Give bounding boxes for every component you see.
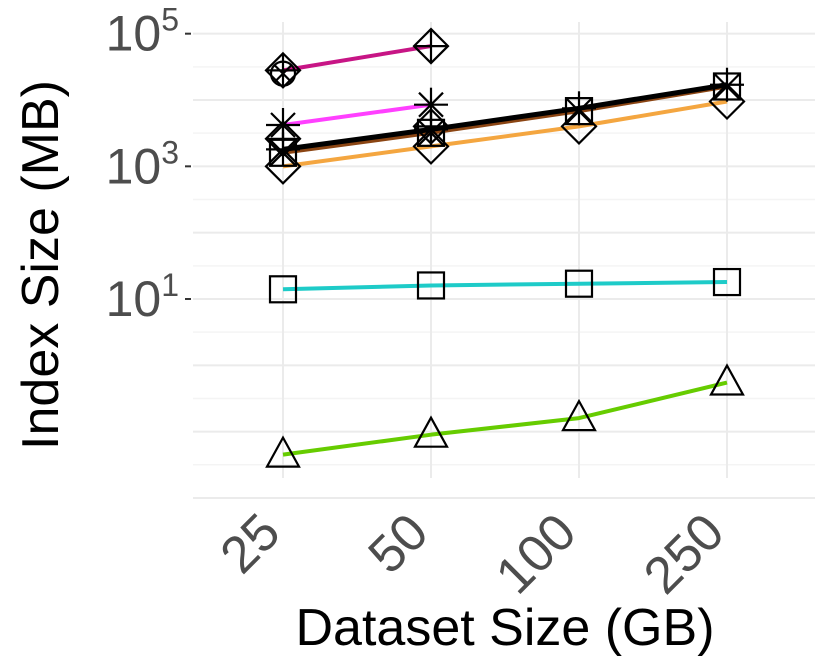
series-line bbox=[282, 280, 728, 292]
marker-asterisk bbox=[414, 87, 448, 122]
x-tick-label: 100 bbox=[485, 503, 587, 605]
marker-triangle bbox=[709, 363, 745, 396]
marker-cross-stroke bbox=[418, 91, 444, 118]
x-axis-title: Dataset Size (GB) bbox=[295, 599, 714, 657]
marker-triangle bbox=[561, 398, 597, 432]
marker-diamond-plus bbox=[412, 27, 450, 65]
marker-diamond-shape bbox=[412, 127, 450, 165]
series-line bbox=[282, 82, 728, 152]
marker-diamond-plus bbox=[264, 120, 302, 158]
marker-circle-cross bbox=[269, 60, 297, 87]
marker-diamond-plus bbox=[412, 107, 450, 145]
marker-square bbox=[268, 275, 298, 304]
series-0 bbox=[282, 44, 432, 73]
series-5 bbox=[282, 280, 728, 292]
x-tick-label: 25 bbox=[210, 503, 292, 585]
marker-diamond-shape bbox=[560, 107, 598, 145]
marker-square bbox=[564, 269, 594, 298]
series-1 bbox=[282, 102, 432, 127]
marker-triangle bbox=[265, 435, 301, 468]
y-tick-label: 105 bbox=[106, 2, 179, 62]
marker-diamond-shape bbox=[264, 147, 302, 185]
marker-plus bbox=[710, 67, 744, 102]
x-tick-label: 250 bbox=[633, 503, 735, 605]
series-line bbox=[282, 44, 432, 73]
marker-triangle-shape bbox=[265, 435, 301, 468]
marker-square-shape bbox=[712, 267, 742, 297]
marker-square-shape bbox=[416, 271, 446, 300]
marker-cross-stroke bbox=[274, 64, 292, 83]
marker-diamond bbox=[560, 107, 598, 145]
tick-labels: 101 103 105 25 50 100 250 bbox=[106, 2, 736, 606]
series-markers-4 bbox=[264, 67, 744, 167]
series-2 bbox=[282, 99, 728, 169]
series-markers-0 bbox=[264, 27, 450, 89]
marker-diamond bbox=[264, 147, 302, 185]
marker-triangle-shape bbox=[561, 398, 597, 432]
series-line bbox=[282, 380, 728, 457]
y-tick-label: 103 bbox=[106, 134, 179, 194]
marker-triangle-shape bbox=[413, 415, 449, 448]
marker-diamond bbox=[708, 82, 746, 121]
marker-square-shape bbox=[564, 269, 594, 298]
marker-plus bbox=[562, 91, 596, 126]
y-axis-title: Index Size (MB) bbox=[12, 80, 70, 450]
marker-square bbox=[416, 271, 446, 300]
marker-diamond-shape bbox=[708, 82, 746, 121]
data-series bbox=[264, 27, 746, 468]
marker-circle-shape bbox=[269, 60, 297, 87]
series-markers-2 bbox=[264, 82, 746, 185]
marker-diamond bbox=[412, 127, 450, 165]
marker-triangle bbox=[413, 415, 449, 448]
series-6 bbox=[282, 380, 728, 457]
marker-square-shape bbox=[268, 275, 298, 304]
series-markers-5 bbox=[268, 267, 742, 304]
y-tick-label: 101 bbox=[106, 267, 179, 327]
series-line bbox=[282, 102, 432, 127]
marker-triangle-shape bbox=[709, 363, 745, 396]
series-4 bbox=[282, 82, 728, 152]
series-line bbox=[282, 99, 728, 169]
x-tick-label: 50 bbox=[358, 503, 440, 585]
series-markers-6 bbox=[265, 363, 745, 468]
marker-square bbox=[712, 267, 742, 297]
